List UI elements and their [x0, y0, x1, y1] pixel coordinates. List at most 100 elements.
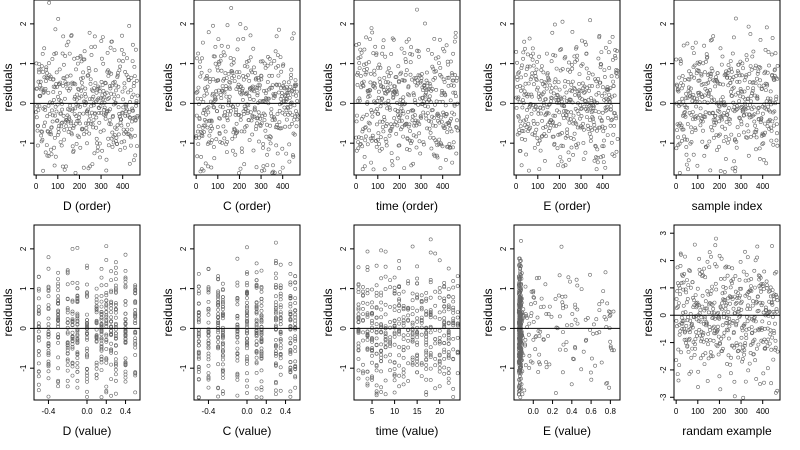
- x-tick-label: 100: [531, 182, 545, 191]
- data-point: [446, 320, 451, 325]
- data-point: [46, 90, 51, 95]
- data-point: [48, 130, 53, 134]
- data-point: [602, 91, 607, 96]
- data-point: [133, 153, 138, 158]
- data-point: [713, 316, 717, 321]
- data-point: [270, 73, 275, 78]
- data-point: [94, 339, 99, 344]
- data-point: [727, 121, 732, 126]
- data-point: [774, 294, 779, 299]
- data-point: [59, 121, 64, 126]
- data-point: [35, 86, 39, 91]
- data-point: [133, 133, 137, 138]
- data-point: [708, 88, 713, 93]
- data-point: [263, 91, 268, 96]
- data-point: [58, 80, 63, 85]
- data-point: [551, 53, 556, 57]
- data-point: [249, 118, 254, 123]
- data-point: [525, 64, 530, 69]
- data-point: [123, 280, 128, 285]
- data-point: [211, 105, 216, 109]
- data-point: [374, 53, 379, 57]
- data-point: [288, 389, 293, 394]
- data-point: [36, 304, 41, 309]
- data-point: [379, 390, 384, 394]
- data-point: [269, 85, 274, 90]
- data-point: [281, 85, 286, 90]
- data-point: [119, 117, 124, 122]
- data-point: [400, 109, 405, 114]
- data-point: [415, 363, 420, 367]
- data-point: [697, 267, 702, 272]
- data-point: [604, 381, 609, 386]
- data-point: [442, 316, 447, 321]
- data-point: [758, 382, 763, 386]
- data-point: [275, 112, 280, 116]
- data-point: [287, 159, 292, 164]
- data-point: [293, 296, 298, 301]
- data-point: [223, 84, 228, 89]
- data-point: [558, 48, 563, 52]
- data-point: [448, 119, 452, 124]
- data-point: [241, 74, 246, 78]
- data-point: [379, 315, 384, 320]
- data-point: [224, 94, 229, 99]
- data-point: [75, 297, 80, 302]
- data-point: [365, 291, 370, 296]
- x-tick-label: 200: [393, 182, 407, 191]
- data-point: [56, 130, 61, 135]
- data-point: [424, 90, 428, 95]
- data-point: [690, 280, 695, 285]
- data-point: [723, 306, 728, 311]
- data-point: [437, 290, 442, 295]
- data-point: [574, 122, 579, 126]
- data-point: [65, 359, 70, 363]
- data-point: [448, 59, 453, 64]
- data-point: [719, 276, 723, 281]
- data-point: [288, 340, 293, 345]
- data-point: [259, 296, 264, 301]
- data-point: [455, 371, 460, 376]
- data-point: [519, 273, 523, 278]
- data-point: [716, 104, 721, 108]
- data-point: [383, 324, 388, 329]
- data-point: [380, 125, 385, 130]
- data-point: [577, 82, 582, 86]
- data-point: [225, 118, 230, 123]
- y-tick-label: 2: [179, 21, 188, 26]
- data-points: [194, 6, 300, 175]
- data-point: [401, 333, 406, 338]
- data-point: [220, 300, 225, 305]
- data-point: [559, 244, 564, 249]
- data-point: [230, 104, 235, 109]
- data-point: [278, 305, 283, 310]
- data-point: [742, 130, 746, 135]
- data-point: [280, 64, 285, 68]
- data-point: [770, 36, 775, 40]
- data-point: [235, 302, 240, 307]
- data-point: [293, 301, 298, 305]
- data-point: [679, 315, 684, 320]
- data-point: [530, 71, 535, 76]
- data-point: [75, 92, 79, 97]
- data-point: [229, 6, 234, 10]
- data-point: [518, 258, 523, 263]
- data-point: [601, 289, 606, 294]
- data-point: [273, 271, 278, 276]
- data-point: [596, 110, 601, 115]
- data-point: [566, 150, 571, 155]
- data-point: [451, 323, 456, 328]
- data-point: [533, 104, 538, 109]
- data-point: [99, 299, 104, 304]
- data-point: [591, 331, 596, 336]
- data-point: [196, 51, 201, 56]
- data-point: [94, 321, 99, 326]
- data-point: [705, 289, 710, 294]
- data-point: [56, 277, 61, 282]
- data-point: [294, 124, 299, 129]
- data-point: [765, 326, 770, 331]
- data-point: [518, 148, 523, 153]
- data-point: [679, 252, 683, 257]
- data-point: [531, 51, 535, 56]
- data-point: [228, 112, 233, 117]
